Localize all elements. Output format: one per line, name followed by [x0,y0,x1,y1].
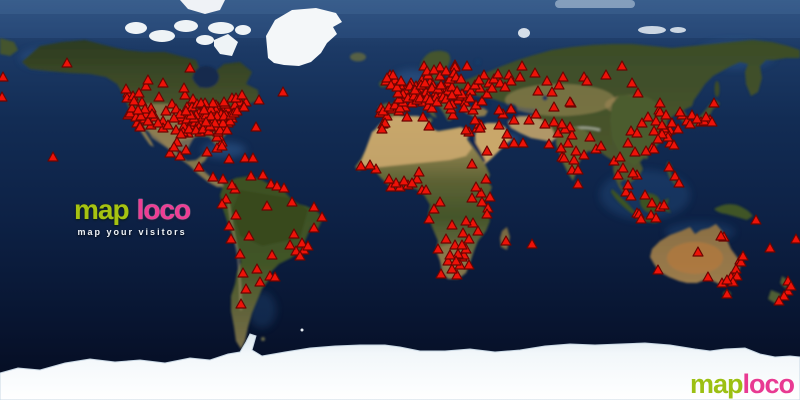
maploco-watermark[interactable]: maploco [689,369,795,399]
watermark-text-map: map [689,369,744,399]
logo-tagline: map your visitors [77,227,187,237]
watermark-text-loco: loco [742,369,795,399]
logo-text-loco: loco [136,194,192,225]
maploco-logo[interactable]: map loco map your visitors [74,194,192,237]
logo-text-map: map [74,194,130,225]
